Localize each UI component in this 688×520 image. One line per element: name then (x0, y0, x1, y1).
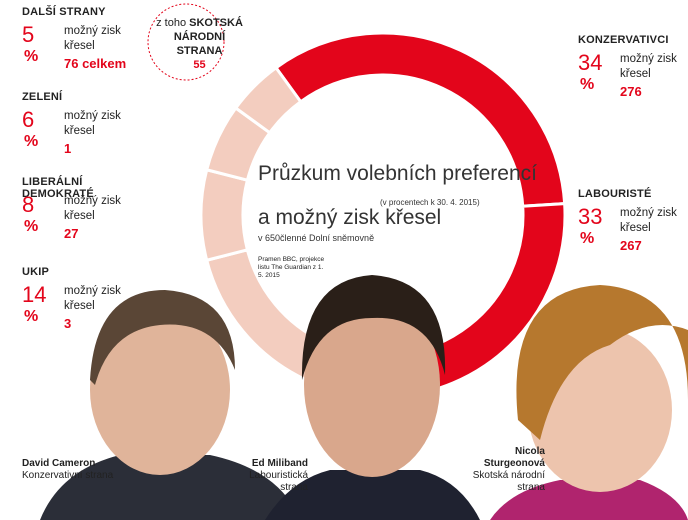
seats-label: možný zisk křesel (64, 110, 121, 137)
percent-sign: % (24, 133, 39, 150)
face (304, 293, 440, 477)
person-party: Konzervativní strana (22, 470, 114, 481)
caption: Nicola Sturgeonová Skotská národní strana (460, 446, 545, 494)
hair (516, 285, 688, 440)
party-name: UKIP (22, 266, 50, 278)
person-name: Ed Miliband (251, 458, 308, 469)
party-name: DALŠÍ STRANY (22, 6, 106, 18)
percent-value: 34 (578, 50, 603, 75)
person-party: Labouristická strana (249, 470, 308, 493)
annotation-prefix: z toho (156, 17, 187, 29)
legend-entry: DALŠÍ STRANY 5% možný zisk křesel 76 celkem (22, 6, 130, 76)
seats-label: možný zisk křesel (64, 195, 121, 222)
party-name: KONZERVATIVCI (578, 34, 669, 46)
seats-value: 1 (64, 141, 72, 156)
seats-label: možný zisk křesel (64, 285, 121, 312)
legend-entry: ZELENÍ 6% možný zisk křesel 1 (22, 91, 130, 161)
annotation-circle (147, 3, 225, 81)
legend-entry: UKIP 14% možný zisk křesel 3 (22, 266, 130, 336)
seats-label: možný zisk křesel (620, 53, 677, 80)
party-name: ZELENÍ (22, 91, 63, 103)
annotation-name: SKOTSKÁ NÁRODNÍ STRANA (173, 17, 243, 57)
seats-value: 3 (64, 316, 72, 331)
percent-sign: % (580, 230, 595, 247)
chart-title: Průzkum volebních preferencí (258, 162, 537, 185)
legend-entry: LABOURISTÉ 33% možný zisk křesel 267 (578, 188, 686, 258)
seats-value: 27 (64, 226, 79, 241)
donut (199, 31, 567, 399)
jacket (490, 480, 688, 520)
title-note: (v procentech k 30. 4. 2015) (380, 198, 480, 207)
caption: Ed Miliband Labouristická strana (228, 458, 308, 494)
legend-entry: KONZERVATIVCI 34% možný zisk křesel 276 (578, 34, 686, 104)
center-text: Průzkum volebních preferencí a možný zis… (258, 162, 537, 243)
annotation: z toho SKOTSKÁ NÁRODNÍ STRANA 55 (152, 16, 247, 72)
annotation-seats: 55 (193, 59, 206, 71)
seats-label: možný zisk křesel (620, 207, 677, 234)
percent-value: 6 (22, 107, 35, 132)
subtitle: v 650členné Dolní sněmovně (258, 233, 374, 243)
hair (301, 275, 446, 380)
hair (90, 290, 235, 385)
face (90, 305, 230, 475)
seats-value: 267 (620, 238, 642, 253)
percent-sign: % (24, 218, 39, 235)
caption: David Cameron Konzervativní strana (22, 458, 113, 482)
person-party: Skotská národní strana (472, 470, 545, 493)
suit (265, 470, 480, 520)
percent-value: 8 (22, 192, 35, 217)
photos (40, 275, 688, 520)
percent-sign: % (580, 76, 595, 93)
percent-value: 14 (22, 282, 47, 307)
seats-label: možný zisk křesel (64, 25, 121, 52)
percent-sign: % (24, 48, 39, 65)
legend-entry: LIBERÁLNÍ DEMOKRATÉ 8% možný zisk křesel 27 (22, 176, 130, 246)
donut-segment (233, 65, 303, 135)
percent-sign: % (24, 308, 39, 325)
chart-title-line2: a možný zisk křesel (258, 206, 441, 229)
source: Pramen BBC, projekce listu The Guardian … (258, 256, 325, 279)
party-name: LABOURISTÉ (578, 188, 652, 200)
percent-value: 33 (578, 204, 603, 229)
suit (40, 455, 300, 520)
party-name: LIBERÁLNÍ DEMOKRATÉ (22, 176, 94, 200)
person-name: Nicola Sturgeonová (483, 446, 545, 469)
person-name: David Cameron (22, 458, 96, 469)
donut-segment (199, 167, 250, 263)
percent-value: 5 (22, 22, 35, 47)
seats-value: 76 celkem (64, 56, 127, 71)
seats-value: 276 (620, 84, 642, 99)
